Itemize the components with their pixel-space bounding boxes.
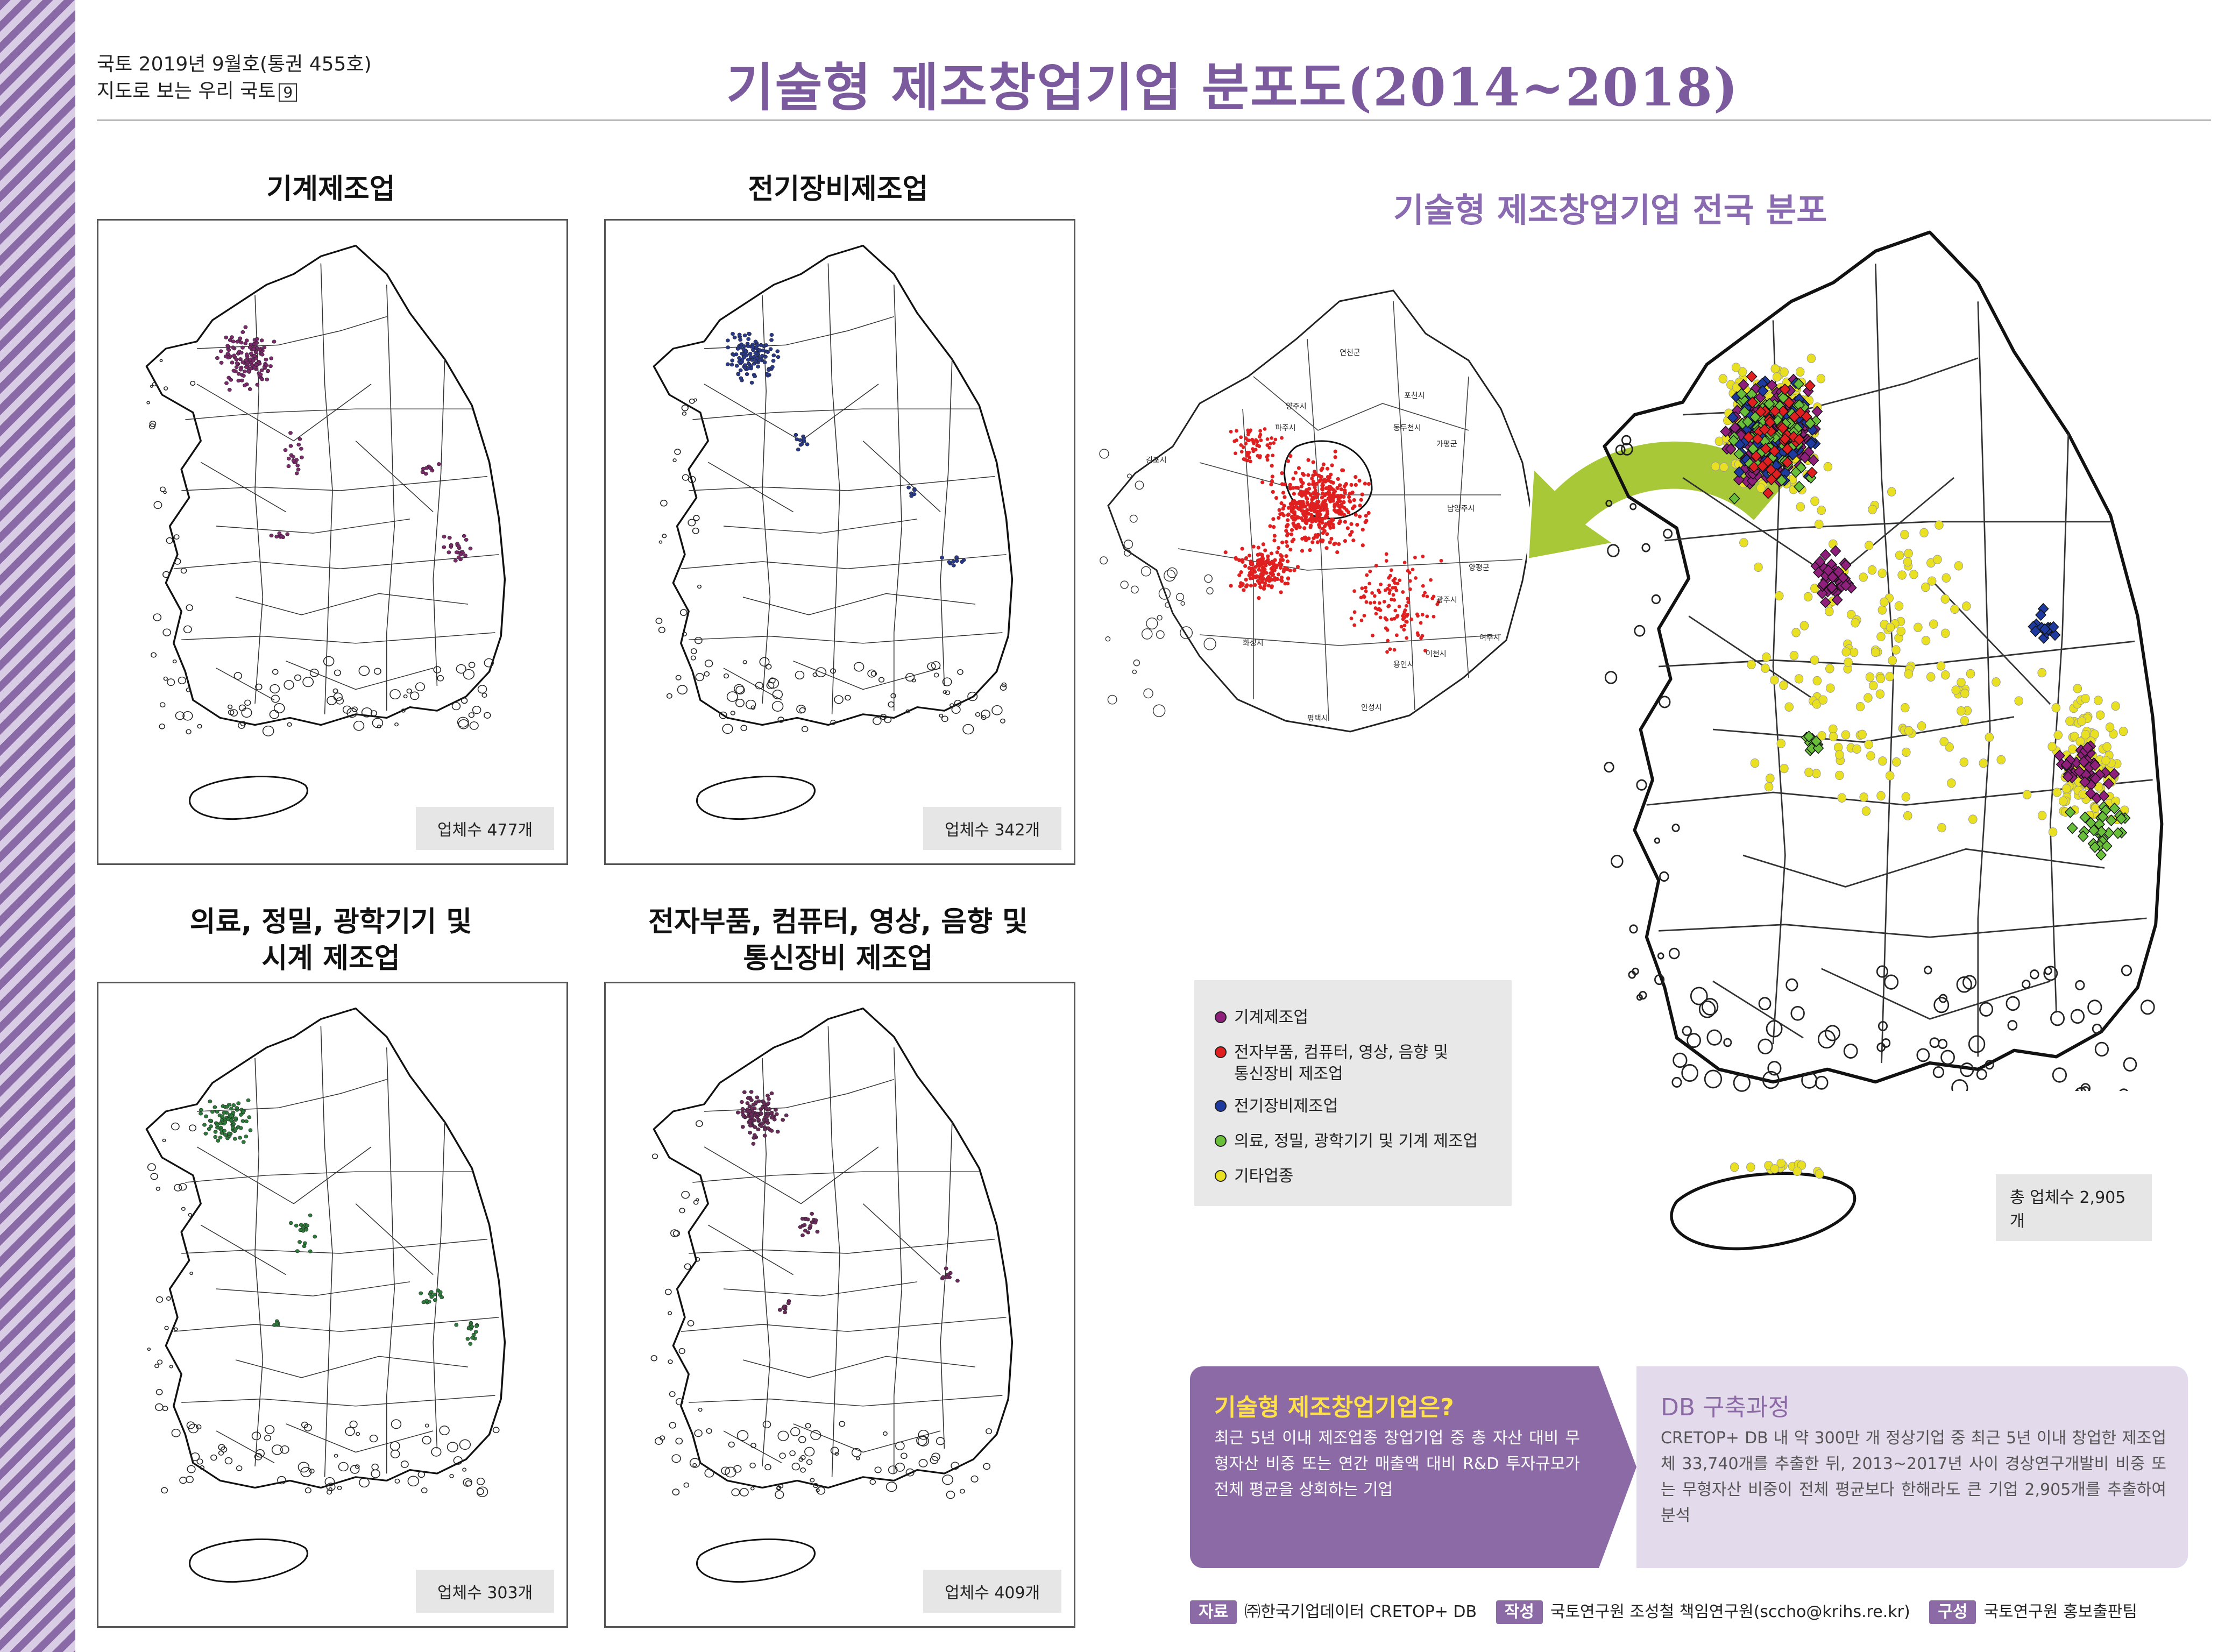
legend-label-electrical: 전기장비제조업	[1234, 1097, 1338, 1116]
definition-title: 기술형 제조창업기업은?	[1214, 1394, 1454, 1421]
national-map-title: 기술형 제조창업기업 전국 분포	[1393, 190, 1827, 230]
panel-title-medical-line1: 의료, 정밀, 광학기기 및	[189, 906, 472, 938]
design-text: 국토연구원 홍보출판팀	[1983, 1603, 2137, 1621]
legend-dot-machinery	[1215, 1011, 1227, 1023]
definition-panel: 기술형 제조창업기업은? 최근 5년 이내 제조업종 창업기업 중 총 자산 대…	[1190, 1366, 1599, 1568]
author-text: 국토연구원 조성철 책임연구원(sccho@krihs.re.kr)	[1550, 1603, 1910, 1621]
count-label-electrical: 업체수 342개	[923, 807, 1062, 850]
inset-place-label: 양평군	[1469, 564, 1490, 572]
map-panel-medical: 업체수 303개	[97, 982, 568, 1628]
legend-label-machinery: 기계제조업	[1234, 1008, 1308, 1027]
db-process-body: CRETOP+ DB 내 약 300만 개 정상기업 중 최근 5년 이내 창업…	[1661, 1429, 2166, 1525]
inset-place-label: 광주시	[1436, 596, 1457, 605]
korea-map-machinery	[98, 221, 566, 863]
author-tag: 작성	[1496, 1600, 1543, 1624]
inset-place-label: 용인시	[1393, 661, 1414, 669]
inset-place-label: 파주시	[1275, 424, 1296, 433]
panel-title-electrical: 전기장비제조업	[748, 173, 929, 205]
panel-title-medical: 의료, 정밀, 광학기기 및 시계 제조업	[97, 904, 565, 977]
national-distribution-map	[1603, 230, 2164, 1251]
count-label-machinery: 업체수 477개	[416, 807, 555, 850]
legend-dot-medical	[1215, 1135, 1227, 1147]
legend-dot-electronics	[1215, 1046, 1227, 1058]
panel-title-medical-line2: 시계 제조업	[261, 942, 400, 975]
inset-place-label: 동두천시	[1393, 424, 1421, 433]
inset-place-label: 화성시	[1243, 639, 1264, 648]
definition-body: 최근 5년 이내 제조업종 창업기업 중 총 자산 대비 무형자산 비중 또는 …	[1214, 1429, 1580, 1499]
legend-label-other: 기타업종	[1234, 1167, 1294, 1186]
inset-place-label: 양주시	[1286, 402, 1307, 411]
total-count-box: 총 업체수 2,905개	[1947, 1091, 2152, 1258]
panel-title-electronics-line2: 통신장비 제조업	[743, 942, 933, 975]
korea-map-electronics	[606, 983, 1074, 1626]
map-panel-electronics: 업체수 409개	[604, 982, 1075, 1628]
legend-label-medical: 의료, 정밀, 광학기기 및 기계 제조업	[1234, 1132, 1478, 1151]
page-title: 기술형 제조창업기업 분포도(2014~2018)	[726, 57, 1739, 118]
inset-place-label: 남양주시	[1447, 505, 1475, 513]
legend-label-electronics-line2: 통신장비 제조업	[1234, 1065, 1343, 1083]
inset-place-label: 연천군	[1340, 349, 1361, 357]
map-panel-machinery: 업체수 477개	[97, 219, 568, 865]
credits: 자료 ㈜한국기업데이터 CRETOP+ DB 작성 국토연구원 조성철 책임연구원(…	[1190, 1600, 2137, 1624]
total-count-label: 총 업체수 2,905개	[1996, 1174, 2152, 1241]
korea-map-medical	[98, 983, 566, 1626]
inset-place-label: 가평군	[1436, 440, 1457, 449]
issue-line2: 지도로 보는 우리 국토	[97, 80, 276, 102]
inset-place-label: 포천시	[1404, 392, 1425, 400]
legend-dot-electrical	[1215, 1100, 1227, 1112]
inset-place-label: 이천시	[1426, 650, 1447, 658]
legend-dot-other	[1215, 1170, 1227, 1182]
panel-title-machinery: 기계제조업	[266, 173, 395, 205]
issue-number: 9	[279, 83, 297, 102]
issue-info: 국토 2019년 9월호(통권 455호) 지도로 보는 우리 국토 9	[97, 51, 372, 105]
info-box: 기술형 제조창업기업은? 최근 5년 이내 제조업종 창업기업 중 총 자산 대…	[1190, 1366, 2188, 1568]
inset-place-label: 김포시	[1146, 456, 1167, 465]
panel-title-electronics-line1: 전자부품, 컴퓨터, 영상, 음향 및	[648, 906, 1028, 938]
panel-title-electronics: 전자부품, 컴퓨터, 영상, 음향 및 통신장비 제조업	[604, 904, 1072, 977]
source-text: ㈜한국기업데이터 CRETOP+ DB	[1244, 1603, 1477, 1621]
count-label-electronics: 업체수 409개	[923, 1570, 1062, 1613]
db-process-title: DB 구축과정	[1661, 1394, 1790, 1421]
info-arrow	[1599, 1366, 1636, 1568]
inset-place-label: 안성시	[1361, 704, 1382, 712]
map-panel-electrical: 업체수 342개	[604, 219, 1075, 865]
design-tag: 구성	[1929, 1600, 1976, 1624]
issue-line1: 국토 2019년 9월호(통권 455호)	[97, 53, 372, 75]
inset-place-label: 평택시	[1307, 714, 1328, 723]
count-label-medical: 업체수 303개	[416, 1570, 555, 1613]
decorative-side-stripe	[0, 0, 75, 1652]
db-process-panel: DB 구축과정 CRETOP+ DB 내 약 300만 개 정상기업 중 최근 …	[1636, 1366, 2188, 1568]
source-tag: 자료	[1190, 1600, 1237, 1624]
header-divider	[97, 119, 2211, 121]
korea-map-electrical	[606, 221, 1074, 863]
legend-label-electronics-line1: 전자부품, 컴퓨터, 영상, 음향 및	[1234, 1043, 1448, 1062]
map-legend: 기계제조업 전자부품, 컴퓨터, 영상, 음향 및 통신장비 제조업 전기장비제…	[1194, 980, 1512, 1206]
inset-place-label: 여주시	[1479, 634, 1500, 642]
